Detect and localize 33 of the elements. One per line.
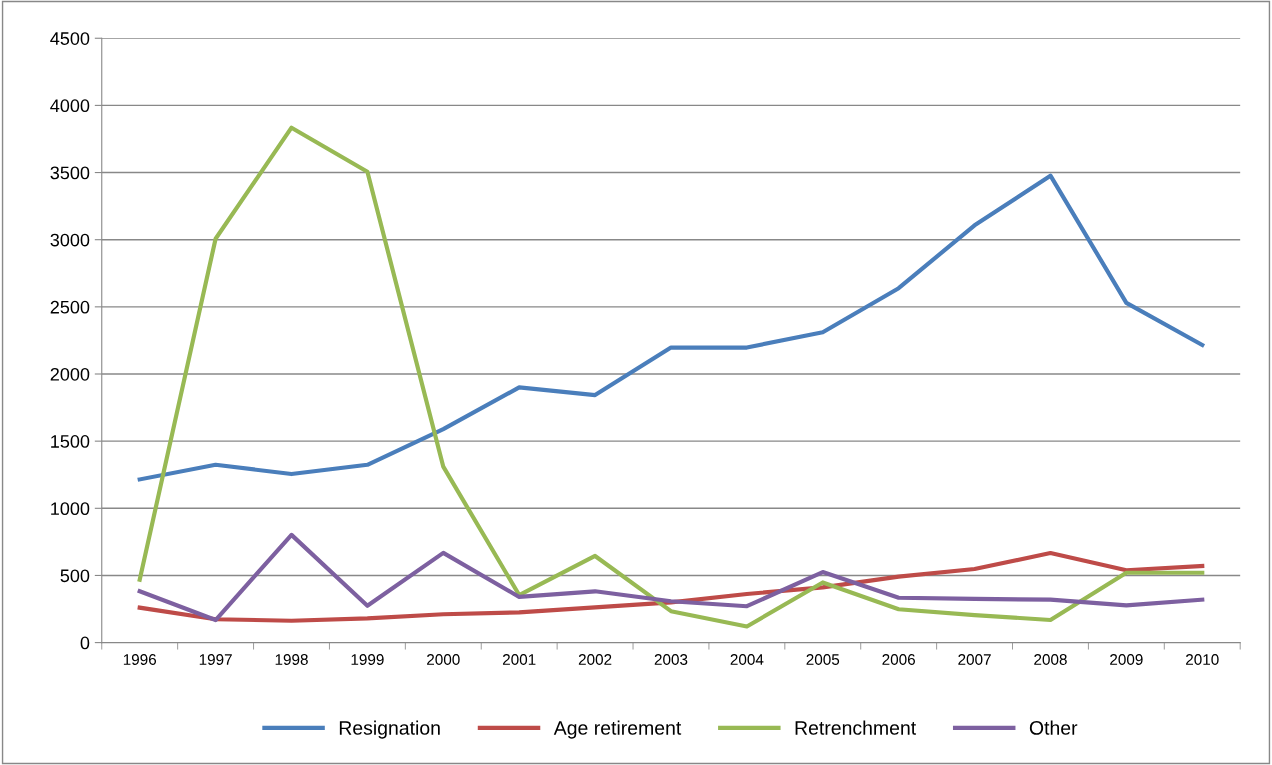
y-tick-label: 2000 [50,367,90,381]
x-tick-label: 1997 [199,654,232,665]
y-tick-label: 0 [80,636,90,650]
x-tick-label: 2000 [427,654,460,665]
line-series [137,173,1205,482]
x-tick-label: 2010 [1186,654,1219,665]
y-tick-label: 4000 [50,99,90,113]
x-tick-label: 2009 [1110,654,1143,665]
y-tick-label: 500 [60,569,90,583]
legend-label: Retrenchment [795,720,917,735]
y-tick-label: 2500 [50,300,90,314]
x-tick-label: 2003 [654,654,688,665]
x-tick-label: 1996 [123,654,157,665]
line-series [137,532,1205,623]
x-tick-label: 2008 [1034,654,1067,665]
x-tick-label: 2002 [578,654,612,665]
line-series [137,550,1205,623]
x-tick-label: 2005 [806,654,840,665]
legend-label: Age retirement [553,720,682,739]
x-tick-label: 1999 [351,654,384,665]
x-tick-label: 2001 [502,654,536,665]
x-tick-label: 1998 [275,654,308,665]
x-tick-label: 2004 [730,654,764,665]
x-tick-label: 2007 [958,654,991,665]
y-tick-label: 4500 [50,32,90,45]
y-tick-label: 1500 [51,435,90,448]
x-tick-label: 2006 [882,654,915,665]
line-series [137,125,1205,629]
legend-label: Resignation [339,720,440,739]
legend-label: Other [1029,720,1078,735]
y-tick-label: 1000 [51,502,90,516]
y-tick-label: 3500 [50,166,90,180]
y-tick-label: 3000 [50,233,90,247]
